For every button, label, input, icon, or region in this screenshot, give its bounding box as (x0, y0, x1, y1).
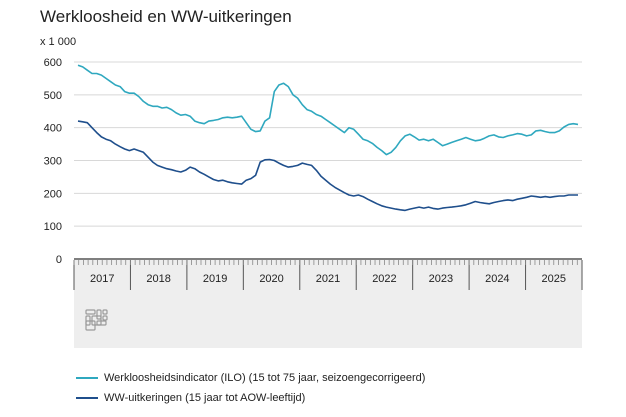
legend-swatch-ww (76, 397, 98, 399)
cbs-logo-icon (85, 309, 108, 331)
legend-label-ilo: Werkloosheidsindicator (ILO) (15 tot 75 … (104, 372, 426, 384)
logo-part (96, 309, 102, 320)
legend-item-ilo: Werkloosheidsindicator (ILO) (15 tot 75 … (76, 372, 425, 384)
series-line-ww (77, 120, 578, 212)
legend-label-ww: WW-uitkeringen (15 jaar tot AOW-leeftijd… (104, 392, 306, 404)
legend-swatch-ilo (76, 377, 98, 379)
y-tick-labels: 0 100 200 300 400 500 600 (44, 57, 62, 266)
x-tick-label: 2020 (259, 273, 283, 285)
legend-item-ww: WW-uitkeringen (15 jaar tot AOW-leeftijd… (76, 392, 305, 404)
y-tick-label: 0 (56, 254, 62, 266)
y-tick-label: 100 (44, 221, 62, 233)
x-tick-label: 2024 (485, 273, 509, 285)
chart-title: Werkloosheid en WW-uitkeringen (40, 7, 292, 26)
series-line-ilo (77, 64, 579, 156)
y-axis-unit-label: x 1 000 (40, 36, 77, 48)
x-tick-label: 2023 (429, 273, 453, 285)
x-tick-label: 2018 (146, 273, 170, 285)
y-tick-label: 300 (44, 156, 62, 168)
x-axis-band (73, 260, 583, 348)
x-axis-band-bg (74, 260, 582, 348)
y-tick-label: 400 (44, 123, 62, 135)
logo-part (85, 309, 96, 315)
x-tick-label: 2021 (316, 273, 340, 285)
y-tick-label: 200 (44, 188, 62, 200)
x-tick-label: 2025 (542, 273, 566, 285)
logo-part (85, 320, 96, 331)
x-tick-label: 2022 (372, 273, 396, 285)
logo-part (102, 309, 108, 315)
logo-part (102, 315, 108, 321)
grid-layer (74, 61, 582, 260)
logo-part (96, 320, 107, 326)
x-tick-labels: 2017 2018 2019 2020 2021 2022 2023 2024 2025 (90, 273, 566, 285)
x-tick-label: 2017 (90, 273, 114, 285)
y-tick-label: 500 (44, 90, 62, 102)
series-layer (77, 64, 579, 212)
y-tick-label: 600 (44, 57, 62, 69)
x-tick-label: 2019 (203, 273, 227, 285)
